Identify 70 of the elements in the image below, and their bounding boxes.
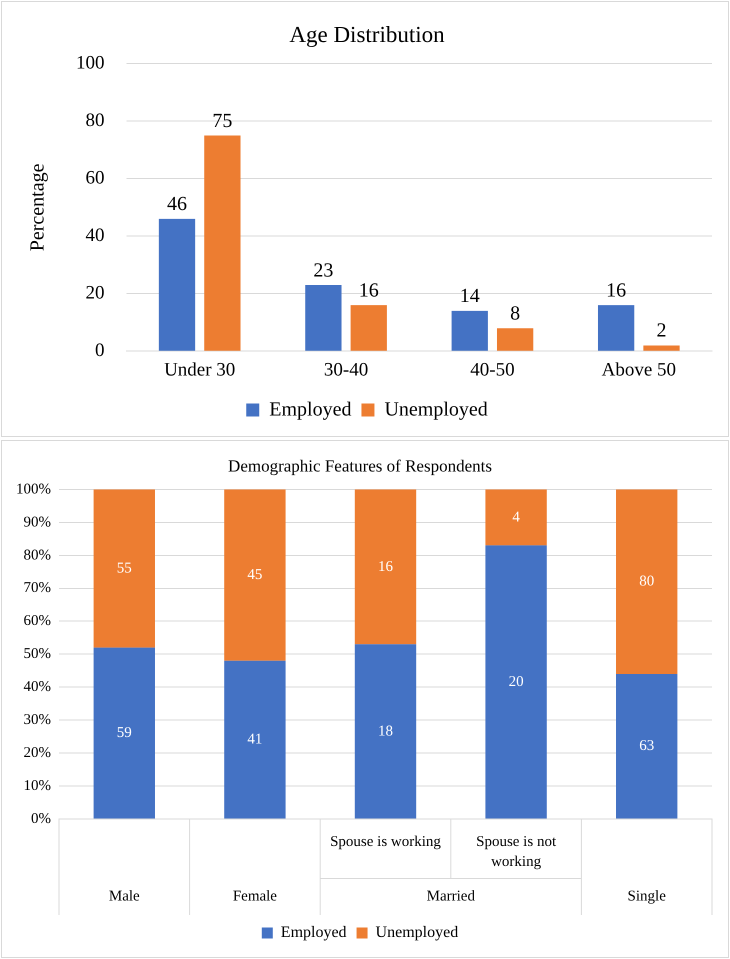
annotation: 45	[247, 567, 262, 584]
legend-label: Unemployed	[376, 924, 458, 942]
x-tick-label: Single	[628, 888, 666, 905]
data-label: 75	[212, 110, 232, 132]
data-label: 14	[460, 285, 480, 308]
x-tick-label: Female	[232, 888, 278, 905]
annotation: 41	[247, 732, 262, 748]
bar	[224, 489, 286, 661]
annotation: 63	[639, 738, 654, 754]
data-label: 16	[358, 279, 379, 302]
bar	[485, 489, 547, 546]
y-tick-label: 80%	[23, 547, 51, 564]
text: Married	[426, 888, 476, 905]
bar	[616, 489, 678, 674]
annotation: 16	[378, 558, 394, 575]
bar	[94, 648, 155, 818]
bar	[354, 644, 416, 818]
x-tick-label: Spouse is working	[330, 834, 442, 850]
data-label: 16	[606, 279, 626, 302]
y-tick-label: 30%	[23, 712, 51, 728]
y-tick-label: 60	[86, 168, 104, 189]
chart-title: Demographic Features of Respondents	[228, 456, 492, 476]
data-label: 23	[313, 259, 334, 282]
bar	[158, 218, 196, 351]
y-tick-label: 0%	[30, 810, 51, 827]
annotation: 59	[116, 724, 132, 741]
data-label: 8	[510, 302, 520, 324]
x-tick-label: Spouse is not working	[476, 834, 557, 870]
legend-label: Employed	[269, 398, 352, 420]
y-tick-label: 90%	[23, 514, 51, 530]
annotation: 18	[378, 723, 393, 740]
y-tick-label: 40%	[23, 679, 51, 696]
y-tick-label: 10%	[23, 778, 51, 794]
legend-label: Employed	[280, 924, 347, 942]
bar	[452, 310, 488, 351]
annotation: 55	[116, 560, 132, 576]
bar	[224, 660, 286, 818]
bar	[350, 305, 387, 351]
y-axis-title: Percentage	[26, 163, 48, 252]
bar	[204, 136, 241, 351]
chart-title: Age Distribution	[289, 22, 446, 47]
x-tick-label: Under 30	[164, 360, 236, 381]
bar	[496, 328, 534, 351]
y-tick-label: 60%	[23, 613, 51, 630]
y-tick-label: 100%	[16, 481, 51, 498]
data-label: 2	[656, 320, 666, 342]
annotation: 80	[639, 574, 654, 590]
y-tick-label: 50%	[23, 646, 51, 662]
y-tick-label: 80	[86, 110, 104, 132]
x-tick-label: Above 50	[602, 360, 676, 381]
y-tick-label: 70%	[23, 580, 51, 596]
data-label: 46	[167, 193, 187, 216]
y-tick-label: 0	[95, 340, 104, 362]
bar	[305, 285, 342, 351]
bar	[616, 674, 678, 818]
x-tick-label: 30-40	[324, 360, 368, 381]
bar	[643, 345, 680, 351]
y-tick-label: 100	[76, 52, 104, 74]
bar	[598, 305, 634, 351]
bar	[354, 489, 416, 644]
bar	[94, 489, 155, 648]
x-tick-label: Male	[108, 888, 140, 905]
y-tick-label: 20	[86, 282, 104, 304]
x-tick-label: 40-50	[470, 360, 515, 381]
annotation: 4	[512, 509, 520, 526]
legend-label: Unemployed	[384, 398, 488, 420]
bar	[485, 545, 547, 818]
y-tick-label: 40	[86, 225, 104, 246]
y-tick-label: 20%	[23, 745, 51, 762]
annotation: 20	[508, 674, 524, 690]
